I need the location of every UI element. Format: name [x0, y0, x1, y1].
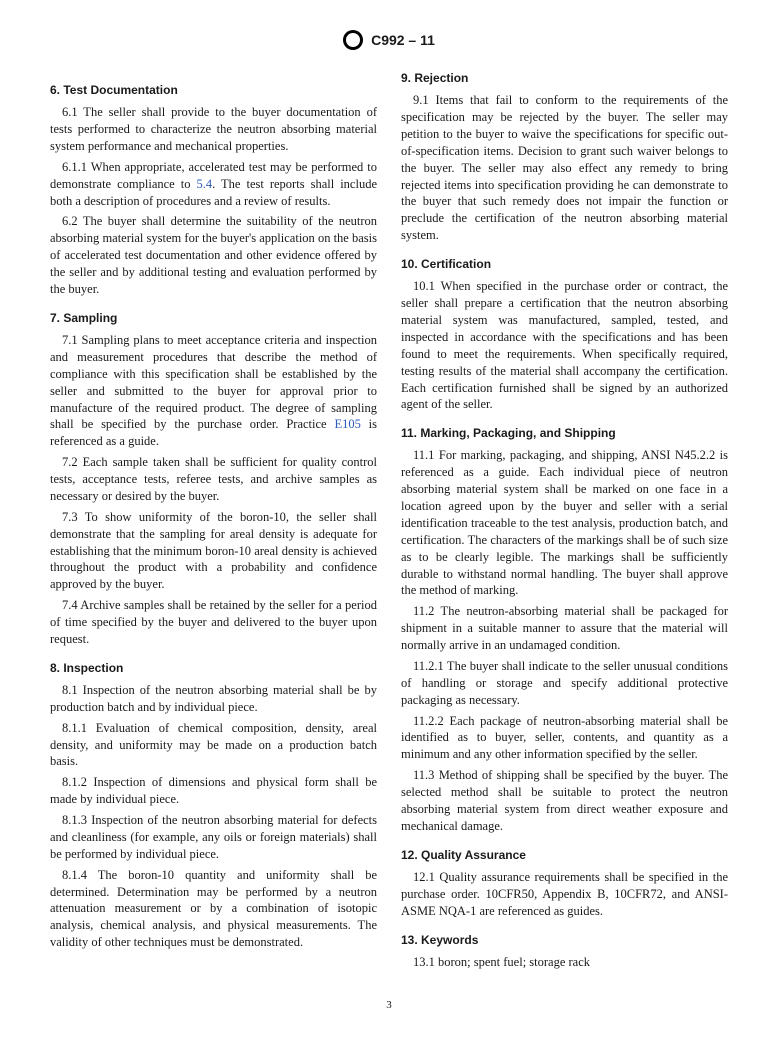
standard-designation: C992 – 11 [371, 32, 435, 48]
section-heading: 8. Inspection [50, 660, 377, 676]
paragraph: 7.4 Archive samples shall be retained by… [50, 597, 377, 648]
cross-reference: E105 [334, 417, 360, 431]
paragraph: 11.2.2 Each package of neutron-absorbing… [401, 713, 728, 764]
page-header: C992 – 11 [50, 30, 728, 50]
paragraph: 11.3 Method of shipping shall be specifi… [401, 767, 728, 835]
paragraph: 6.2 The buyer shall determine the suitab… [50, 213, 377, 297]
paragraph: 8.1 Inspection of the neutron absorbing … [50, 682, 377, 716]
cross-reference: 5.4 [196, 177, 212, 191]
astm-logo-icon [343, 30, 363, 50]
section-heading: 13. Keywords [401, 932, 728, 948]
paragraph: 10.1 When specified in the purchase orde… [401, 278, 728, 413]
paragraph: 6.1 The seller shall provide to the buye… [50, 104, 377, 155]
paragraph: 9.1 Items that fail to conform to the re… [401, 92, 728, 244]
section-heading: 9. Rejection [401, 70, 728, 86]
paragraph: 11.2.1 The buyer shall indicate to the s… [401, 658, 728, 709]
paragraph: 6.1.1 When appropriate, accelerated test… [50, 159, 377, 210]
paragraph: 8.1.1 Evaluation of chemical composition… [50, 720, 377, 771]
paragraph: 8.1.2 Inspection of dimensions and physi… [50, 774, 377, 808]
paragraph: 13.1 boron; spent fuel; storage rack [401, 954, 728, 971]
paragraph: 7.1 Sampling plans to meet acceptance cr… [50, 332, 377, 450]
paragraph: 7.2 Each sample taken shall be sufficien… [50, 454, 377, 505]
paragraph: 7.3 To show uniformity of the boron-10, … [50, 509, 377, 593]
paragraph: 11.1 For marking, packaging, and shippin… [401, 447, 728, 599]
paragraph: 8.1.4 The boron-10 quantity and uniformi… [50, 867, 377, 951]
document-body: 6. Test Documentation 6.1 The seller shal… [50, 70, 728, 971]
section-heading: 12. Quality Assurance [401, 847, 728, 863]
section-heading: 7. Sampling [50, 310, 377, 326]
paragraph: 12.1 Quality assurance requirements shal… [401, 869, 728, 920]
section-heading: 6. Test Documentation [50, 82, 377, 98]
paragraph: 11.2 The neutron-absorbing material shal… [401, 603, 728, 654]
section-heading: 10. Certification [401, 256, 728, 272]
paragraph: 8.1.3 Inspection of the neutron absorbin… [50, 812, 377, 863]
section-heading: 11. Marking, Packaging, and Shipping [401, 425, 728, 441]
page-number: 3 [386, 999, 392, 1011]
